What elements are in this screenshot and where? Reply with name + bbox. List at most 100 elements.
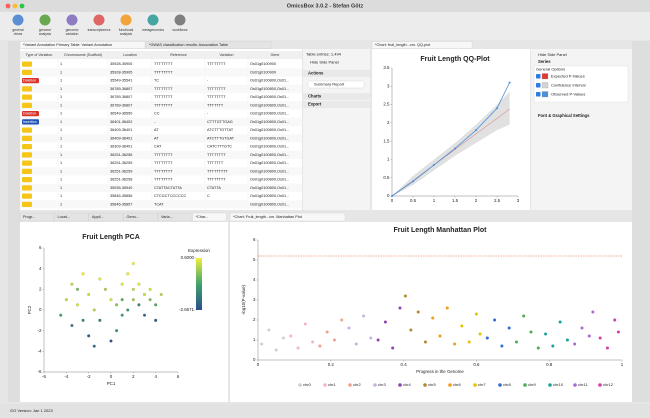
- toolbar-label: workflows: [173, 28, 188, 32]
- data-point: [580, 326, 584, 330]
- toolbar-label: functional: [119, 28, 134, 32]
- table-cell: 36549-36550: [110, 112, 132, 116]
- tab[interactable]: [19, 41, 146, 49]
- table-cell: 35935-35940: [110, 186, 132, 190]
- table-cell: Os01g0100800,Os01...: [250, 79, 289, 83]
- checkbox[interactable]: [536, 83, 541, 88]
- table-cell: 36789-36807: [110, 95, 132, 99]
- data-point: [148, 298, 152, 302]
- table-cell: Os01g0100800,Os01...: [250, 161, 289, 165]
- hide-side-panel[interactable]: Hide Side Panel: [310, 60, 339, 65]
- data-point: [354, 342, 358, 346]
- legend-label: chr7: [478, 382, 487, 387]
- x-tick-label: 2: [475, 198, 478, 203]
- table-cell: Os01g0100800,Os01...: [250, 120, 289, 124]
- tab[interactable]: [54, 212, 89, 222]
- row-stripe: [20, 68, 302, 77]
- legend-marker: [523, 383, 527, 387]
- tab[interactable]: [123, 212, 158, 222]
- data-point: [445, 306, 449, 310]
- toolbar-icon[interactable]: [147, 14, 159, 26]
- series-swatch: [541, 82, 549, 89]
- data-point: [137, 282, 141, 286]
- y-tick-label: 5: [253, 257, 256, 262]
- close-button[interactable]: [5, 3, 11, 9]
- data-point: [92, 308, 96, 312]
- data-point: [154, 303, 158, 307]
- table-cell: CTATTA: [207, 186, 221, 190]
- button[interactable]: [307, 80, 365, 89]
- toolbar-icon[interactable]: [93, 14, 105, 26]
- tab[interactable]: [88, 212, 124, 222]
- table-cell: Os01g0100800,Os01...: [250, 178, 289, 182]
- data-point: [460, 324, 464, 328]
- y-tick-label: 6: [39, 245, 42, 250]
- table-cell: 35928-35905: [110, 62, 132, 66]
- table-cell: Os01g0100800,Os01...: [250, 169, 289, 173]
- tab[interactable]: [192, 212, 227, 222]
- hide-side-panel[interactable]: Hide Side Panel: [538, 52, 567, 57]
- data-point: [362, 314, 366, 318]
- tab[interactable]: [19, 212, 55, 222]
- table-cell: TTTTTTT: [207, 103, 224, 107]
- data-point: [154, 318, 158, 322]
- data-point: [109, 298, 113, 302]
- data-point: [391, 346, 395, 350]
- table-cell: CTCGCTCCCCCC: [154, 194, 187, 198]
- colorbar: [196, 258, 202, 310]
- colorbar-tick-label: 0.6000: [181, 255, 195, 260]
- table-cell: CTATTACTATTA: [154, 186, 182, 190]
- variation-tag: [22, 119, 39, 125]
- tab[interactable]: [371, 41, 473, 49]
- y-tick-label: 1: [253, 337, 256, 342]
- table-cell: 1: [60, 136, 62, 140]
- legend-marker: [373, 383, 377, 387]
- variation-tag: [22, 78, 39, 84]
- data-point: [64, 298, 68, 302]
- section-header: [303, 93, 370, 100]
- column-header: Reference: [170, 53, 187, 57]
- table-cell: 1: [60, 178, 62, 182]
- y-tick-label: 4: [253, 277, 256, 282]
- checkbox[interactable]: [536, 92, 541, 97]
- data-point: [478, 332, 482, 336]
- x-tick-label: 0: [257, 362, 260, 367]
- chart-title: Fruit Length PCA: [82, 234, 140, 241]
- x-tick-label: 1.5: [452, 198, 459, 203]
- toolbar-icon[interactable]: [66, 14, 78, 26]
- y-tick-label: 4: [39, 266, 42, 271]
- data-point: [587, 334, 591, 338]
- data-point: [403, 294, 407, 298]
- table-cell: 36251-36256: [110, 153, 132, 157]
- data-point: [340, 318, 344, 322]
- table-cell: 1: [60, 145, 62, 149]
- table-cell: TCAT: [154, 202, 164, 206]
- data-point: [137, 303, 141, 307]
- checkbox[interactable]: [536, 74, 541, 79]
- zoom-button[interactable]: [19, 3, 25, 9]
- minimize-button[interactable]: [12, 3, 18, 9]
- legend-label: chr10: [553, 382, 564, 387]
- y-axis-label: PC2: [27, 305, 32, 314]
- toolbar-icon[interactable]: [174, 14, 186, 26]
- table-cell: CAT: [154, 145, 162, 149]
- tab[interactable]: [229, 212, 346, 222]
- tab[interactable]: [157, 212, 193, 222]
- column-header: Type of Variation: [26, 53, 53, 57]
- variation-tag: [22, 86, 32, 92]
- legend-label: chr6: [453, 382, 462, 387]
- tab[interactable]: [145, 41, 272, 49]
- y-tick-label: -6: [38, 369, 42, 374]
- table-entries: Table entries: 1,494: [306, 52, 342, 57]
- legend-marker: [348, 383, 352, 387]
- toolbar-icon[interactable]: [12, 14, 24, 26]
- toolbar-icon[interactable]: [39, 14, 51, 26]
- toolbar-icon[interactable]: [120, 14, 132, 26]
- table-cell: CC: [154, 112, 160, 116]
- y-tick-label: 3.5: [383, 65, 390, 70]
- toolbar-label: genome: [39, 28, 51, 32]
- table-cell: ATCTTTGTGAT: [207, 136, 235, 140]
- x-axis-label: PC1: [107, 381, 116, 386]
- series-option: Confidence Interval: [551, 82, 586, 87]
